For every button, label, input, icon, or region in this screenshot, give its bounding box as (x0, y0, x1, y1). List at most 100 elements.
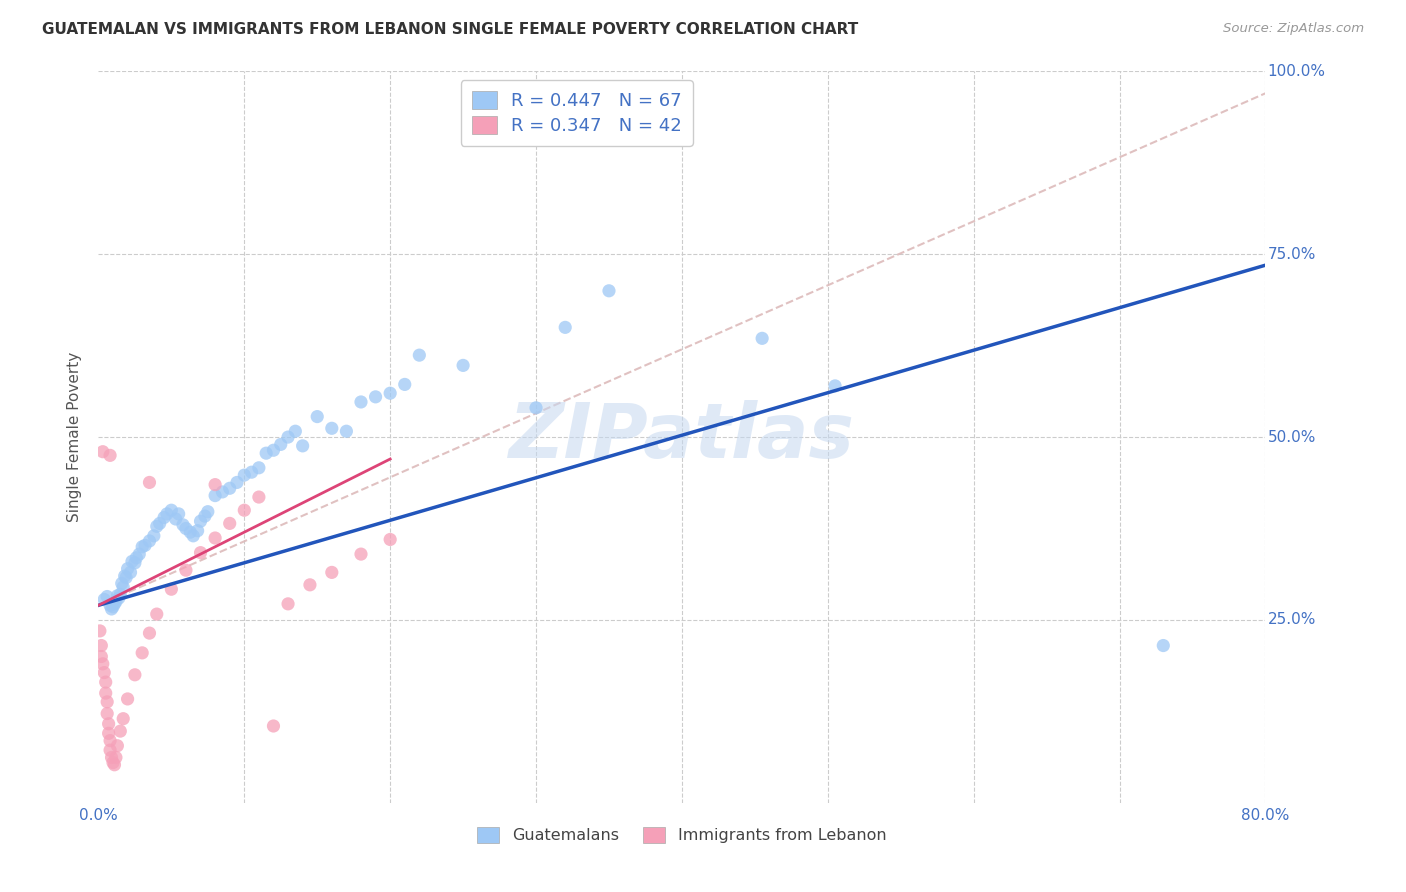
Point (321, 421, 343, 435)
Point (408, 348, 430, 362)
Point (98, 599, 121, 613)
Text: GUATEMALAN VS IMMIGRANTS FROM LEBANON SINGLE FEMALE POVERTY CORRELATION CHART: GUATEMALAN VS IMMIGRANTS FROM LEBANON SI… (42, 22, 859, 37)
Point (298, 578, 321, 592)
Point (121, 554, 143, 568)
Point (1152, 639, 1174, 653)
Point (824, 379, 846, 393)
Point (134, 538, 156, 552)
Point (277, 430, 299, 444)
Point (96, 590, 118, 604)
Point (194, 509, 217, 524)
Point (247, 490, 270, 504)
Point (100, 602, 122, 616)
Point (110, 724, 132, 739)
Point (307, 409, 329, 424)
Point (98, 448, 121, 462)
Point (104, 750, 127, 764)
Point (270, 437, 292, 451)
Point (117, 692, 139, 706)
Point (598, 284, 620, 298)
Point (124, 667, 146, 681)
Point (291, 439, 314, 453)
Point (131, 646, 153, 660)
Point (146, 607, 169, 621)
Point (204, 531, 226, 545)
Point (117, 562, 139, 576)
Point (380, 533, 402, 547)
Point (284, 424, 307, 438)
Point (89, 624, 111, 638)
Point (190, 546, 212, 560)
Text: 25.0%: 25.0% (1268, 613, 1316, 627)
Point (321, 566, 343, 580)
Point (350, 395, 373, 409)
Point (160, 503, 183, 517)
Point (204, 489, 226, 503)
Point (187, 524, 209, 538)
Point (111, 576, 134, 591)
Point (204, 477, 226, 491)
Point (100, 750, 122, 764)
Text: Source: ZipAtlas.com: Source: ZipAtlas.com (1223, 22, 1364, 36)
Point (394, 377, 416, 392)
Point (142, 529, 165, 543)
Point (451, 359, 474, 373)
Point (101, 756, 124, 770)
Point (91, 444, 114, 458)
Point (120, 566, 142, 580)
Point (160, 582, 183, 597)
Text: 50.0%: 50.0% (1268, 430, 1316, 444)
Text: ZIPatlas: ZIPatlas (509, 401, 855, 474)
Point (125, 550, 148, 565)
Point (98, 733, 121, 747)
Y-axis label: Single Female Poverty: Single Female Poverty (67, 352, 83, 522)
Point (211, 485, 233, 500)
Text: 100.0%: 100.0% (1268, 64, 1326, 78)
Point (524, 401, 547, 415)
Point (105, 589, 128, 603)
Point (554, 320, 576, 334)
Point (149, 516, 172, 531)
Point (90, 649, 112, 664)
Point (93, 665, 115, 680)
Point (112, 712, 135, 726)
Point (167, 507, 190, 521)
Point (226, 475, 249, 490)
Point (131, 540, 153, 554)
Point (262, 443, 284, 458)
Point (254, 446, 277, 460)
Point (153, 510, 176, 524)
Point (197, 505, 219, 519)
Point (247, 460, 270, 475)
Point (240, 465, 263, 479)
Point (364, 390, 387, 404)
Point (165, 512, 187, 526)
Point (97, 726, 120, 740)
Point (179, 525, 201, 540)
Point (262, 719, 284, 733)
Point (190, 514, 212, 528)
Point (174, 521, 197, 535)
Point (172, 517, 194, 532)
Point (97, 716, 120, 731)
Point (98, 743, 121, 757)
Point (93, 592, 115, 607)
Point (124, 556, 146, 570)
Point (105, 739, 128, 753)
Point (115, 570, 138, 584)
Point (380, 386, 402, 401)
Point (218, 481, 240, 495)
Point (146, 519, 169, 533)
Point (181, 529, 204, 543)
Text: 75.0%: 75.0% (1268, 247, 1316, 261)
Point (751, 331, 773, 345)
Point (110, 587, 132, 601)
Point (277, 597, 299, 611)
Point (112, 580, 135, 594)
Point (90, 639, 112, 653)
Point (96, 695, 118, 709)
Point (174, 563, 197, 577)
Point (350, 547, 373, 561)
Point (335, 424, 357, 438)
Point (108, 591, 131, 605)
